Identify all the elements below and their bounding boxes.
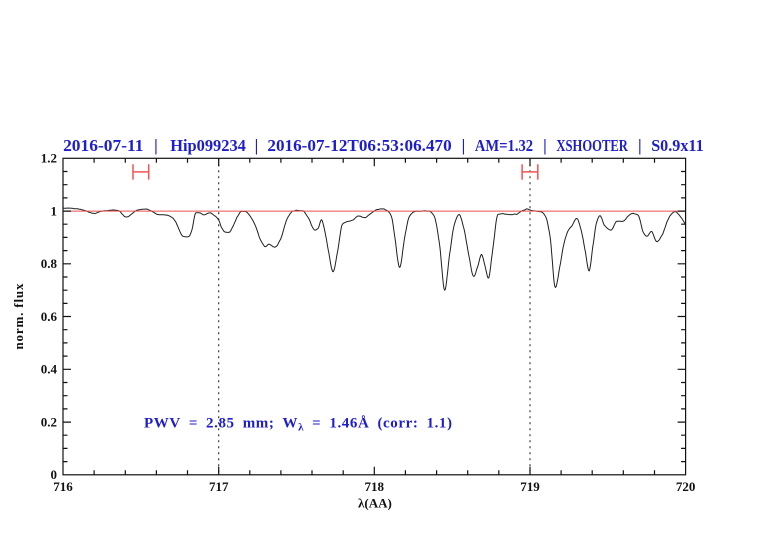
svg-text:|: |: [638, 136, 642, 155]
svg-text:|: |: [255, 136, 259, 155]
svg-text:717: 717: [209, 479, 229, 494]
svg-text:|: |: [462, 136, 466, 155]
svg-text:0.8: 0.8: [41, 256, 58, 271]
svg-text:norm. flux: norm. flux: [11, 283, 26, 350]
svg-text:1: 1: [51, 204, 58, 219]
svg-text:716: 716: [53, 479, 73, 494]
svg-text:2016-07-12T06:53:06.470: 2016-07-12T06:53:06.470: [267, 136, 451, 155]
svg-text:AM=1.32: AM=1.32: [475, 136, 533, 155]
svg-text:718: 718: [365, 479, 385, 494]
svg-text:719: 719: [520, 479, 540, 494]
svg-text:λ(AA): λ(AA): [358, 496, 392, 511]
svg-text:0: 0: [51, 467, 58, 482]
svg-text:1.2: 1.2: [41, 151, 57, 166]
svg-text:2016-07-11: 2016-07-11: [63, 136, 143, 155]
svg-text:Hip099234: Hip099234: [170, 136, 246, 155]
svg-text:0.6: 0.6: [41, 309, 58, 324]
svg-text:0.2: 0.2: [41, 414, 57, 429]
svg-text:PWV = 2.85 mm; Wλ = 1.46Å (cor: PWV = 2.85 mm; Wλ = 1.46Å (corr: 1.1): [144, 416, 452, 434]
svg-text:|: |: [543, 136, 547, 155]
svg-text:720: 720: [676, 479, 696, 494]
svg-text:0.4: 0.4: [41, 362, 58, 377]
svg-text:S0.9x11: S0.9x11: [651, 136, 704, 155]
svg-text:XSHOOTER: XSHOOTER: [556, 136, 628, 155]
svg-text:|: |: [154, 136, 158, 155]
